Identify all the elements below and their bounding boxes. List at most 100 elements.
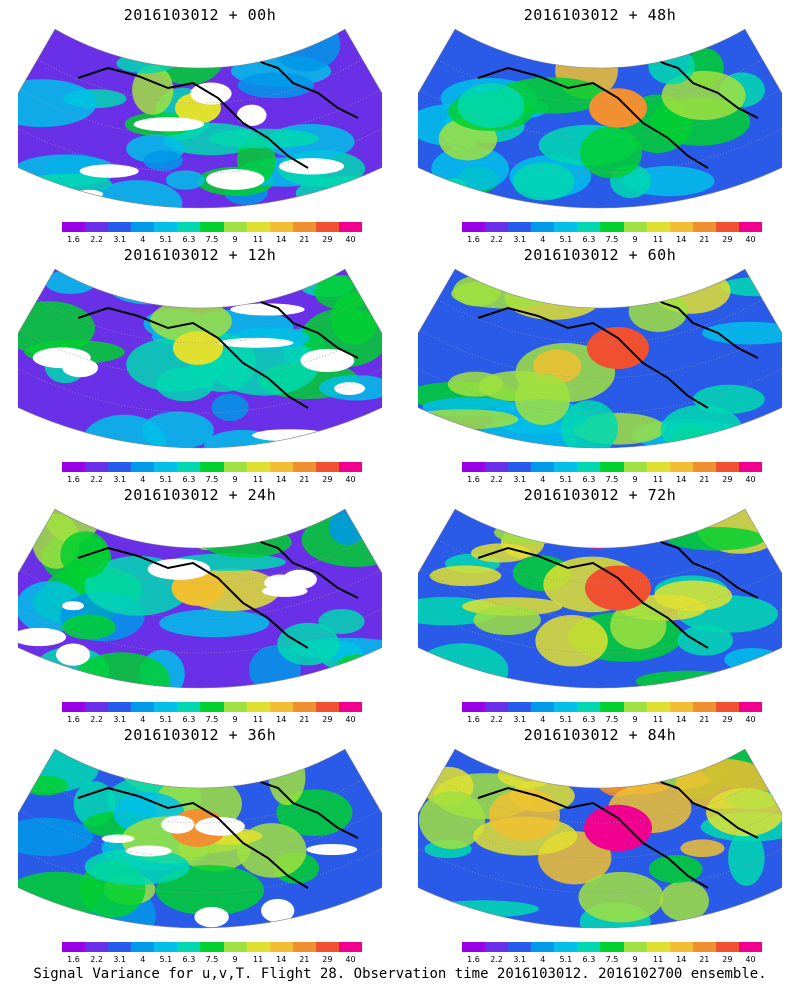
colorbar-swatch bbox=[200, 942, 224, 952]
colorbar-label: 40 bbox=[345, 235, 356, 244]
colorbar-swatch bbox=[485, 462, 509, 472]
colorbar-label: 2.2 bbox=[490, 715, 503, 724]
colorbar-label: 29 bbox=[322, 475, 333, 484]
colorbar-swatch bbox=[246, 222, 270, 232]
colorbar-label: 29 bbox=[722, 235, 733, 244]
colorbar-labels: 1.6 2.2 3.1 4 5.1 6.3 7.5 9 11 14 21 29 40 bbox=[48, 475, 368, 487]
map-panel: 2016103012 + 12h 1.6 2.2 3.1 4 5.1 6.3 7.5 9 11 14… bbox=[0, 240, 400, 490]
colorbar-label: 5.1 bbox=[159, 235, 173, 244]
panel-title: 2016103012 + 48h bbox=[523, 6, 677, 24]
colorbar-swatch bbox=[131, 222, 155, 232]
colorbar-swatch bbox=[623, 222, 647, 232]
colorbar-label: 6.3 bbox=[582, 955, 596, 964]
colorbar-label: 9 bbox=[232, 715, 238, 724]
colorbar-swatch bbox=[223, 462, 247, 472]
colorbar-label: 6.3 bbox=[182, 475, 196, 484]
colorbar-swatch bbox=[669, 942, 693, 952]
colorbar bbox=[62, 462, 363, 472]
colorbar-swatch bbox=[292, 942, 316, 952]
colorbar-swatch bbox=[269, 702, 293, 712]
colorbar-swatch bbox=[623, 462, 647, 472]
colorbar bbox=[462, 462, 763, 472]
panel-title: 2016103012 + 72h bbox=[523, 486, 677, 504]
colorbar-swatch bbox=[554, 462, 578, 472]
colorbar-swatch bbox=[462, 942, 486, 952]
colorbar-label: 2.2 bbox=[90, 235, 103, 244]
colorbar-swatch bbox=[177, 702, 201, 712]
colorbar-swatch bbox=[62, 702, 86, 712]
colorbar-label: 1.6 bbox=[67, 955, 80, 964]
colorbar-swatch bbox=[223, 702, 247, 712]
colorbar-swatch bbox=[338, 462, 363, 472]
colorbar-label: 14 bbox=[676, 715, 687, 724]
colorbar-label: 40 bbox=[345, 715, 356, 724]
colorbar-label: 6.3 bbox=[582, 475, 596, 484]
colorbar-label: 29 bbox=[322, 955, 333, 964]
colorbar-swatch bbox=[531, 702, 555, 712]
colorbar-swatch bbox=[600, 702, 624, 712]
colorbar-label: 2.2 bbox=[490, 475, 503, 484]
colorbar-label: 3.1 bbox=[513, 955, 527, 964]
colorbar-label: 40 bbox=[745, 235, 756, 244]
colorbar-swatch bbox=[85, 222, 109, 232]
colorbar-swatch bbox=[692, 222, 716, 232]
colorbar-swatch bbox=[715, 462, 739, 472]
colorbar-swatch bbox=[738, 702, 763, 712]
variance-map bbox=[18, 268, 382, 449]
colorbar-label: 1.6 bbox=[67, 475, 80, 484]
colorbar-swatch bbox=[577, 942, 601, 952]
colorbar-swatch bbox=[462, 462, 486, 472]
colorbar-label: 1.6 bbox=[467, 955, 480, 964]
colorbar-swatch bbox=[577, 702, 601, 712]
colorbar-swatch bbox=[177, 222, 201, 232]
colorbar-label: 1.6 bbox=[467, 235, 480, 244]
colorbar-label: 40 bbox=[745, 955, 756, 964]
panel-title: 2016103012 + 00h bbox=[123, 6, 277, 24]
colorbar-swatch bbox=[554, 222, 578, 232]
colorbar-label: 29 bbox=[722, 955, 733, 964]
colorbar bbox=[62, 942, 363, 952]
colorbar-label: 3.1 bbox=[113, 715, 127, 724]
colorbar-label: 2.2 bbox=[90, 715, 103, 724]
colorbar-label: 1.6 bbox=[67, 235, 80, 244]
colorbar-swatch bbox=[485, 702, 509, 712]
colorbar-label: 5.1 bbox=[159, 715, 173, 724]
colorbar-label: 21 bbox=[699, 475, 710, 484]
colorbar-swatch bbox=[223, 222, 247, 232]
colorbar-label: 6.3 bbox=[182, 235, 196, 244]
colorbar-label: 29 bbox=[722, 715, 733, 724]
colorbar-label: 3.1 bbox=[513, 235, 527, 244]
map-panel: 2016103012 + 24h 1.6 2.2 3.1 4 5.1 6.3 7.5 9 11 14… bbox=[0, 480, 400, 730]
colorbar-label: 4 bbox=[140, 235, 146, 244]
colorbar-label: 4 bbox=[140, 955, 146, 964]
map-panel: 2016103012 + 84h 1.6 2.2 3.1 4 5.1 6.3 7.5 9 11 14… bbox=[400, 720, 800, 970]
colorbar-label: 7.5 bbox=[205, 955, 219, 964]
colorbar-swatch bbox=[531, 942, 555, 952]
colorbar-label: 14 bbox=[276, 235, 287, 244]
colorbar-labels: 1.6 2.2 3.1 4 5.1 6.3 7.5 9 11 14 21 29 40 bbox=[448, 475, 768, 487]
colorbar-labels: 1.6 2.2 3.1 4 5.1 6.3 7.5 9 11 14 21 29 40 bbox=[448, 955, 768, 967]
colorbar-label: 7.5 bbox=[205, 235, 219, 244]
colorbar-label: 11 bbox=[653, 475, 664, 484]
colorbar-label: 5.1 bbox=[559, 235, 573, 244]
colorbar-swatch bbox=[692, 702, 716, 712]
colorbar-label: 6.3 bbox=[582, 715, 596, 724]
colorbar-swatch bbox=[646, 462, 670, 472]
colorbar-swatch bbox=[246, 462, 270, 472]
colorbar-label: 4 bbox=[140, 475, 146, 484]
colorbar-label: 3.1 bbox=[113, 475, 127, 484]
colorbar-swatch bbox=[246, 702, 270, 712]
colorbar-swatch bbox=[154, 222, 178, 232]
colorbar-labels: 1.6 2.2 3.1 4 5.1 6.3 7.5 9 11 14 21 29 40 bbox=[448, 235, 768, 247]
colorbar-label: 40 bbox=[345, 955, 356, 964]
colorbar-swatch bbox=[485, 942, 509, 952]
map-panel: 2016103012 + 60h 1.6 2.2 3.1 4 5.1 6.3 7.5 9 11 14… bbox=[400, 240, 800, 490]
colorbar-swatch bbox=[738, 462, 763, 472]
colorbar-label: 2.2 bbox=[90, 475, 103, 484]
colorbar-label: 1.6 bbox=[467, 715, 480, 724]
colorbar-label: 9 bbox=[232, 475, 238, 484]
colorbar-label: 9 bbox=[632, 715, 638, 724]
colorbar-label: 6.3 bbox=[182, 715, 196, 724]
colorbar-swatch bbox=[531, 222, 555, 232]
colorbar-swatch bbox=[177, 462, 201, 472]
